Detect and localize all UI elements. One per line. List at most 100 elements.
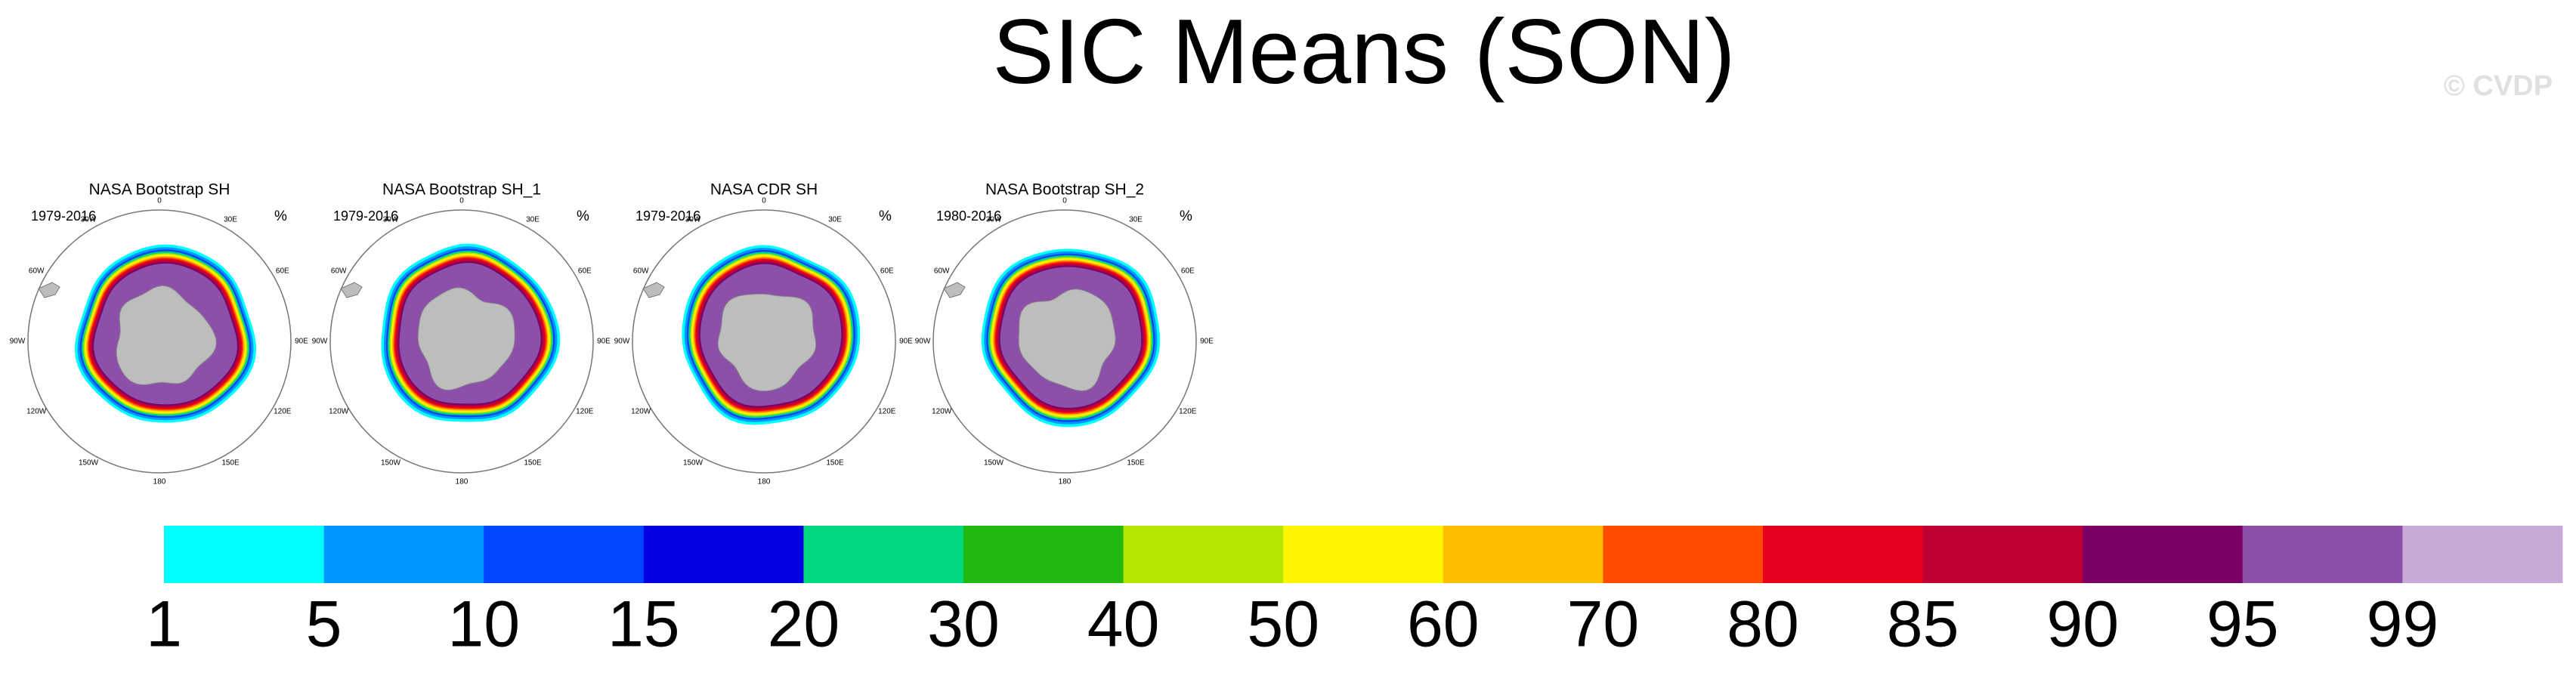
colorbar-box [323, 526, 484, 583]
longitude-label: 90W [614, 338, 630, 346]
longitude-label: 150E [1127, 459, 1145, 468]
panel-period: 1979-2016 [31, 208, 96, 224]
longitude-label: 90W [312, 338, 328, 346]
antarctica [116, 285, 217, 385]
colorbar-label: 50 [1247, 588, 1319, 661]
colorbar-box [1443, 526, 1603, 583]
longitude-label: 0 [762, 197, 766, 205]
colorbar-box [1763, 526, 1924, 583]
panel-title: NASA Bootstrap SH_1 [382, 181, 541, 199]
longitude-label: 60W [29, 267, 45, 276]
longitude-label: 90E [1200, 338, 1214, 346]
longitude-label: 60E [880, 267, 894, 276]
colorbar-box [1922, 526, 2083, 583]
antarctica [417, 287, 515, 390]
antarctica [1018, 289, 1116, 392]
panel-title: NASA CDR SH [710, 181, 818, 199]
longitude-label: 150E [221, 459, 240, 468]
longitude-label: 90W [10, 338, 26, 346]
colorbar-label: 95 [2206, 588, 2279, 661]
longitude-label: 120W [329, 408, 349, 416]
longitude-label: 150W [381, 459, 401, 468]
map-panel: NASA CDR SH 1979-2016 % 0 30E 60E 90E 120E 150E 1… [614, 181, 914, 486]
colorbar-box [1603, 526, 1764, 583]
longitude-label: 150E [524, 459, 542, 468]
map-panel: NASA Bootstrap SH_1 1979-2016 % 0 30E 60E 90E 1… [312, 181, 611, 486]
colorbar-label: 85 [1887, 588, 1959, 661]
longitude-label: 120E [878, 408, 896, 416]
longitude-label: 30E [224, 216, 237, 224]
panel-period: 1979-2016 [333, 208, 398, 224]
map-panel: NASA Bootstrap SH 1979-2016 % 0 30E 60E 90E 120… [10, 181, 309, 486]
longitude-label: 60E [1181, 267, 1195, 276]
longitude-label: 150W [984, 459, 1004, 468]
colorbar-box [1283, 526, 1444, 583]
longitude-label: 120E [274, 408, 292, 416]
longitude-label: 30E [1129, 216, 1143, 224]
colorbar-box [164, 526, 325, 583]
longitude-label: 150W [79, 459, 99, 468]
watermark: © CVDP [2444, 70, 2553, 102]
longitude-label: 0 [1062, 197, 1067, 205]
longitude-label: 180 [153, 478, 166, 486]
panel-period: 1980-2016 [936, 208, 1001, 224]
panel-unit: % [879, 208, 892, 224]
colorbar-box [484, 526, 645, 583]
longitude-label: 90E [295, 338, 308, 346]
longitude-label: 120W [631, 408, 651, 416]
south-america [38, 282, 60, 298]
colorbar-label: 1 [146, 588, 182, 661]
longitude-label: 30E [828, 216, 842, 224]
panel-title: NASA Bootstrap SH [89, 181, 230, 199]
colorbar-label: 10 [447, 588, 520, 661]
colorbar-label: 30 [927, 588, 1000, 661]
longitude-label: 30W [81, 216, 97, 224]
colorbar-box [2083, 526, 2244, 583]
longitude-label: 60W [934, 267, 950, 276]
south-america [340, 282, 363, 298]
colorbar-label: 60 [1407, 588, 1480, 661]
colorbar-box [803, 526, 964, 583]
longitude-label: 30W [383, 216, 399, 224]
panel-title: NASA Bootstrap SH_2 [985, 181, 1144, 199]
colorbar-label: 15 [608, 588, 680, 661]
antarctica [717, 293, 817, 392]
longitude-label: 120E [1179, 408, 1197, 416]
colorbar-label: 80 [1727, 588, 1799, 661]
longitude-label: 150E [826, 459, 844, 468]
colorbar-label: 20 [768, 588, 840, 661]
longitude-label: 30W [685, 216, 701, 224]
longitude-label: 60E [276, 267, 289, 276]
longitude-label: 60W [331, 267, 347, 276]
longitude-label: 180 [1059, 478, 1072, 486]
longitude-label: 0 [459, 197, 464, 205]
colorbar-label: 70 [1567, 588, 1640, 661]
colorbar-box [2402, 526, 2563, 583]
figure-title: SIC Means (SON) [993, 0, 1736, 103]
longitude-label: 90E [597, 338, 611, 346]
longitude-label: 90E [899, 338, 913, 346]
longitude-label: 30W [986, 216, 1002, 224]
longitude-label: 180 [758, 478, 771, 486]
colorbar-label: 5 [306, 588, 342, 661]
longitude-label: 120E [576, 408, 594, 416]
panel-period: 1979-2016 [635, 208, 700, 224]
colorbar-box [1123, 526, 1284, 583]
colorbar-box [2242, 526, 2403, 583]
longitude-label: 120W [932, 408, 952, 416]
panel-unit: % [577, 208, 589, 224]
longitude-label: 60E [578, 267, 592, 276]
longitude-label: 60W [633, 267, 649, 276]
longitude-label: 0 [157, 197, 162, 205]
south-america [642, 282, 665, 298]
colorbar-box [643, 526, 804, 583]
longitude-label: 30E [526, 216, 540, 224]
colorbar-label: 90 [2046, 588, 2119, 661]
colorbar-label: 40 [1087, 588, 1160, 661]
panel-unit: % [1180, 208, 1192, 224]
panel-unit: % [274, 208, 287, 224]
colorbar-label: 99 [2367, 588, 2439, 661]
longitude-label: 90W [915, 338, 931, 346]
